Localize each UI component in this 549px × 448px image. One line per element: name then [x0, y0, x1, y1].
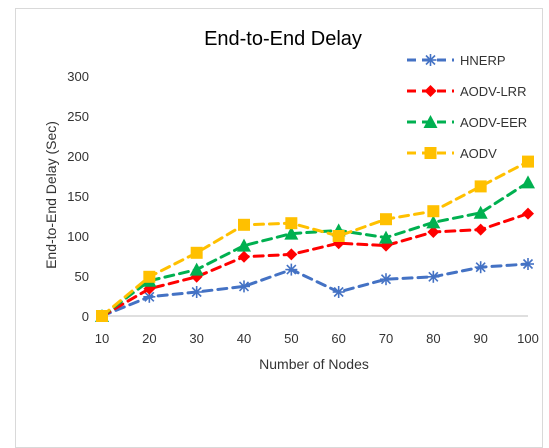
x-axis-label: Number of Nodes [259, 356, 369, 372]
data-point-aodv-eer-50 [284, 226, 299, 240]
x-tick-label: 50 [284, 331, 298, 346]
x-tick-label: 100 [517, 331, 539, 346]
data-point-hnerp-80 [427, 270, 440, 283]
data-point-aodv-lrr-100 [522, 207, 534, 220]
legend-marker-hnerp [424, 54, 437, 66]
legend-marker-aodv [424, 147, 437, 159]
data-point-aodv-lrr-90 [474, 223, 487, 236]
legend-label-aodv: AODV [460, 146, 497, 161]
plot-layer: 0 50 100 150 200 250 300 10 20 30 40 50 60 70 80 90 100 [67, 69, 539, 346]
data-point-aodv-100 [522, 155, 534, 168]
data-point-aodv-60 [332, 230, 345, 242]
series-line-hnerp [100, 262, 530, 318]
chart-title: End-to-End Delay [204, 28, 362, 50]
data-point-aodv-30 [190, 246, 203, 259]
data-point-hnerp-100 [522, 258, 534, 270]
y-tick-label: 100 [67, 229, 89, 244]
data-point-aodv-40 [238, 218, 250, 231]
x-tick-label: 40 [237, 331, 251, 346]
data-point-hnerp-40 [238, 280, 250, 293]
data-point-aodv-eer-40 [237, 238, 251, 252]
y-tick-label: 50 [75, 269, 89, 284]
series-line-aodv-eer [100, 180, 530, 318]
data-point-hnerp-50 [285, 263, 298, 276]
chart-frame [15, 8, 543, 448]
data-point-aodv-lrr-50 [285, 248, 298, 261]
y-tick-label: 200 [67, 149, 89, 164]
data-point-aodv-50 [285, 217, 298, 230]
y-tick-label: 300 [67, 69, 89, 84]
data-point-hnerp-30 [190, 286, 203, 298]
data-point-aodv-lrr-80 [427, 226, 440, 238]
legend-label-aodv-lrr: AODV-LRR [460, 84, 526, 99]
x-tick-label: 80 [426, 331, 440, 346]
x-tick-label: 70 [379, 331, 393, 346]
data-point-hnerp-60 [332, 286, 345, 298]
series-line-aodv [100, 160, 530, 318]
legend: HNERP AODV-LRR AODV-EER AODV [407, 53, 527, 161]
data-point-aodv-eer-70 [379, 230, 393, 244]
data-point-aodv-eer-30 [189, 262, 204, 276]
data-point-aodv-20 [143, 270, 156, 283]
data-point-aodv-90 [474, 180, 487, 193]
data-point-aodv-eer-80 [426, 215, 441, 229]
data-point-aodv-eer-90 [473, 205, 488, 219]
chart: End-to-End Delay End-to-End Delay (Sec) … [43, 28, 539, 372]
x-tick-label: 30 [189, 331, 203, 346]
legend-marker-aodv-lrr [424, 85, 437, 97]
data-point-aodv-80 [427, 205, 440, 218]
x-tick-label: 60 [331, 331, 345, 346]
y-tick-label: 150 [67, 189, 89, 204]
x-tick-label: 10 [95, 331, 109, 346]
y-axis-label: End-to-End Delay (Sec) [43, 121, 59, 269]
legend-label-aodv-eer: AODV-EER [460, 115, 527, 130]
data-point-aodv-lrr-40 [238, 250, 250, 263]
y-tick-label: 0 [82, 309, 89, 324]
data-point-aodv-eer-100 [521, 175, 535, 189]
data-point-hnerp-90 [474, 261, 487, 274]
x-tick-label: 90 [473, 331, 487, 346]
data-point-hnerp-70 [380, 273, 392, 286]
legend-marker-aodv-eer [423, 115, 438, 128]
x-tick-label: 20 [142, 331, 156, 346]
data-point-aodv-10 [96, 310, 108, 322]
series-line-aodv-lrr [100, 212, 530, 318]
y-tick-label: 250 [67, 109, 89, 124]
legend-label-hnerp: HNERP [460, 53, 506, 68]
data-point-aodv-70 [380, 213, 392, 226]
